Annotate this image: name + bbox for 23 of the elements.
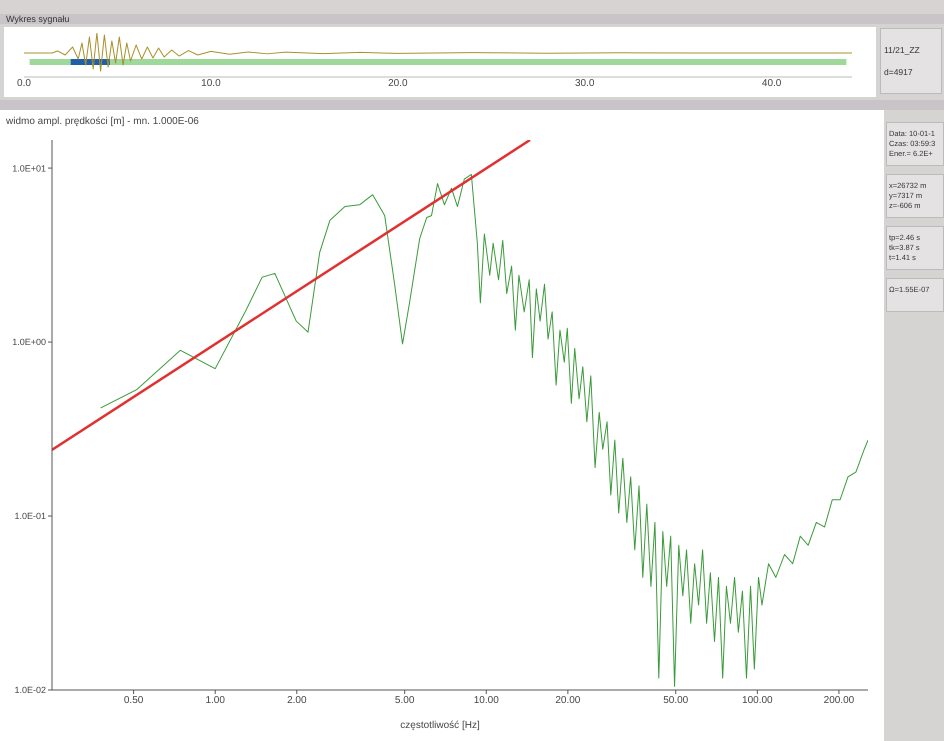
y-tick-label: 1.0E+00 [12,337,46,348]
x-tick-label: 10.00 [474,695,500,706]
x-tick-label: 0.50 [124,695,144,706]
x-axis-title: częstotliwość [Hz] [399,720,481,731]
y-tick-label: 1.0E+01 [12,163,46,174]
x-tick-label: 30.0 [574,78,595,90]
x-tick-label: 50.00 [663,695,689,706]
x-tick-label: 2.00 [287,695,307,706]
x-tick-label: 200.00 [824,695,855,706]
y-axis-title: widmo ampl. prędkości [m] - mn. 1.000E-06 [6,116,199,127]
x-tick-label: 0.0 [17,78,32,90]
x-tick-label: 5.00 [394,695,415,706]
x-tick-label: 20.00 [555,695,581,706]
y-tick-label: 1.0E-02 [14,685,46,696]
x-tick-label: 100.00 [742,695,774,706]
x-tick-label: 1.00 [205,695,226,706]
text: d=4917 [884,66,914,79]
text: 11/21_ZZ [884,44,921,57]
x-tick-label: 10.0 [201,78,222,90]
x-tick-label: 20.0 [388,78,408,90]
x-tick-label: 40.0 [762,78,782,90]
y-tick-label: 1.0E-01 [14,511,46,522]
chart-title: Wykres sygnału [6,14,70,24]
